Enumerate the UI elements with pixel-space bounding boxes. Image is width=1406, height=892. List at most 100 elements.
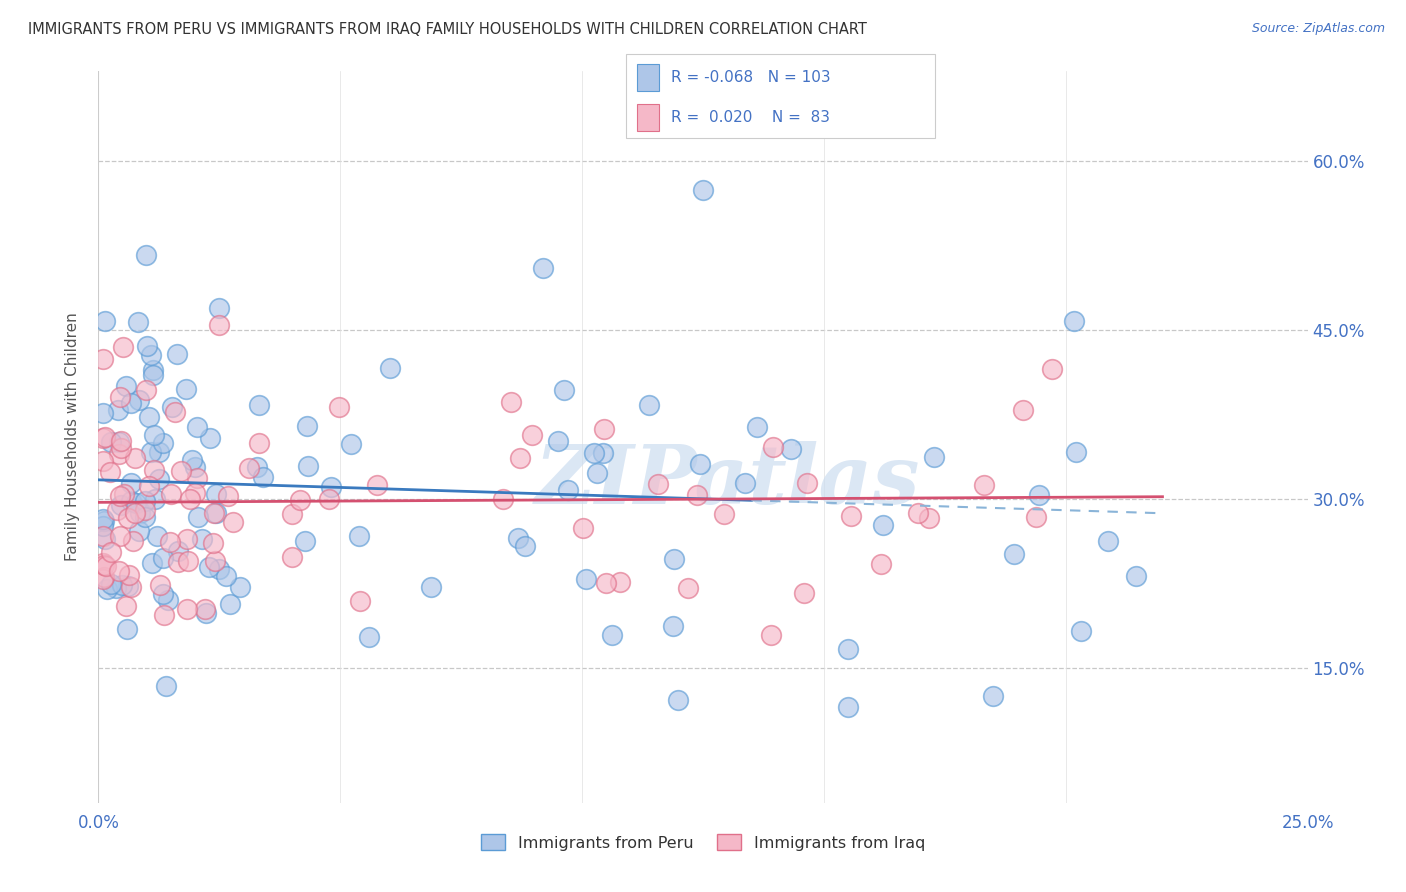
Point <box>582 445 605 459</box>
Point <box>520 427 543 442</box>
Point <box>869 558 891 572</box>
Point <box>217 489 239 503</box>
Point <box>155 680 177 694</box>
Point <box>108 447 131 461</box>
Point <box>108 435 131 450</box>
Point <box>121 533 143 548</box>
Point <box>219 597 242 611</box>
Point <box>553 383 575 397</box>
Point <box>922 450 945 465</box>
Point <box>100 545 122 559</box>
Point <box>637 398 659 412</box>
Point <box>120 475 142 490</box>
Point <box>94 532 117 546</box>
Point <box>134 502 156 516</box>
Point <box>202 506 225 520</box>
Point <box>128 392 150 407</box>
Point <box>121 580 143 594</box>
Point <box>149 577 172 591</box>
Text: R =  0.020    N =  83: R = 0.020 N = 83 <box>671 111 830 125</box>
Point <box>160 487 183 501</box>
Point <box>110 498 132 512</box>
Point <box>509 450 531 465</box>
Point <box>138 409 160 424</box>
Text: IMMIGRANTS FROM PERU VS IMMIGRANTS FROM IRAQ FAMILY HOUSEHOLDS WITH CHILDREN COR: IMMIGRANTS FROM PERU VS IMMIGRANTS FROM … <box>28 22 868 37</box>
Point <box>238 461 260 475</box>
Point <box>91 528 114 542</box>
Point <box>120 396 142 410</box>
Point <box>159 535 181 549</box>
Point <box>107 503 129 517</box>
Point <box>167 543 190 558</box>
Point <box>252 469 274 483</box>
Point <box>100 435 122 450</box>
Point <box>117 579 139 593</box>
Point <box>281 507 304 521</box>
Point <box>198 560 221 574</box>
Point <box>281 550 304 565</box>
Point <box>349 594 371 608</box>
Point <box>184 485 207 500</box>
Point <box>918 511 941 525</box>
Point <box>1028 488 1050 502</box>
Point <box>215 569 238 583</box>
Point <box>780 442 803 457</box>
Point <box>124 451 146 466</box>
Point <box>359 630 381 644</box>
Point <box>114 378 136 392</box>
Point <box>141 368 163 383</box>
Point <box>94 313 117 327</box>
Point <box>205 487 228 501</box>
Point <box>143 428 166 442</box>
Point <box>734 475 756 490</box>
Point <box>647 477 669 491</box>
Point <box>179 491 201 506</box>
Point <box>201 536 224 550</box>
Point <box>666 693 689 707</box>
Point <box>166 347 188 361</box>
Point <box>134 493 156 508</box>
Point <box>592 445 614 459</box>
Point <box>128 524 150 539</box>
Point <box>135 339 157 353</box>
Text: ZIPatlas: ZIPatlas <box>534 441 920 521</box>
Point <box>1002 547 1025 561</box>
Point <box>247 398 270 412</box>
Point <box>557 483 579 497</box>
Point <box>204 553 226 567</box>
Point <box>247 436 270 450</box>
Point <box>166 555 188 569</box>
Point <box>195 607 218 621</box>
Point <box>1011 403 1033 417</box>
Point <box>91 351 114 366</box>
Point <box>318 491 340 506</box>
Point <box>186 471 208 485</box>
Text: Source: ZipAtlas.com: Source: ZipAtlas.com <box>1251 22 1385 36</box>
Point <box>186 420 208 434</box>
Point <box>141 556 163 570</box>
Point <box>321 480 343 494</box>
Point <box>600 628 623 642</box>
Point <box>793 586 815 600</box>
Point <box>288 493 311 508</box>
Point <box>1064 445 1087 459</box>
Point <box>138 479 160 493</box>
Point <box>91 454 114 468</box>
Point <box>678 581 700 595</box>
Point <box>713 507 735 521</box>
Point <box>91 572 114 586</box>
Point <box>572 521 595 535</box>
Point <box>1125 569 1147 583</box>
Point <box>143 492 166 507</box>
Y-axis label: Family Households with Children: Family Households with Children <box>65 313 80 561</box>
Point <box>152 587 174 601</box>
Point <box>176 601 198 615</box>
Point <box>515 540 537 554</box>
Point <box>152 551 174 566</box>
Point <box>96 558 118 573</box>
Point <box>107 402 129 417</box>
Point <box>125 496 148 510</box>
Point <box>208 318 231 332</box>
Point <box>148 472 170 486</box>
Point <box>1097 533 1119 548</box>
